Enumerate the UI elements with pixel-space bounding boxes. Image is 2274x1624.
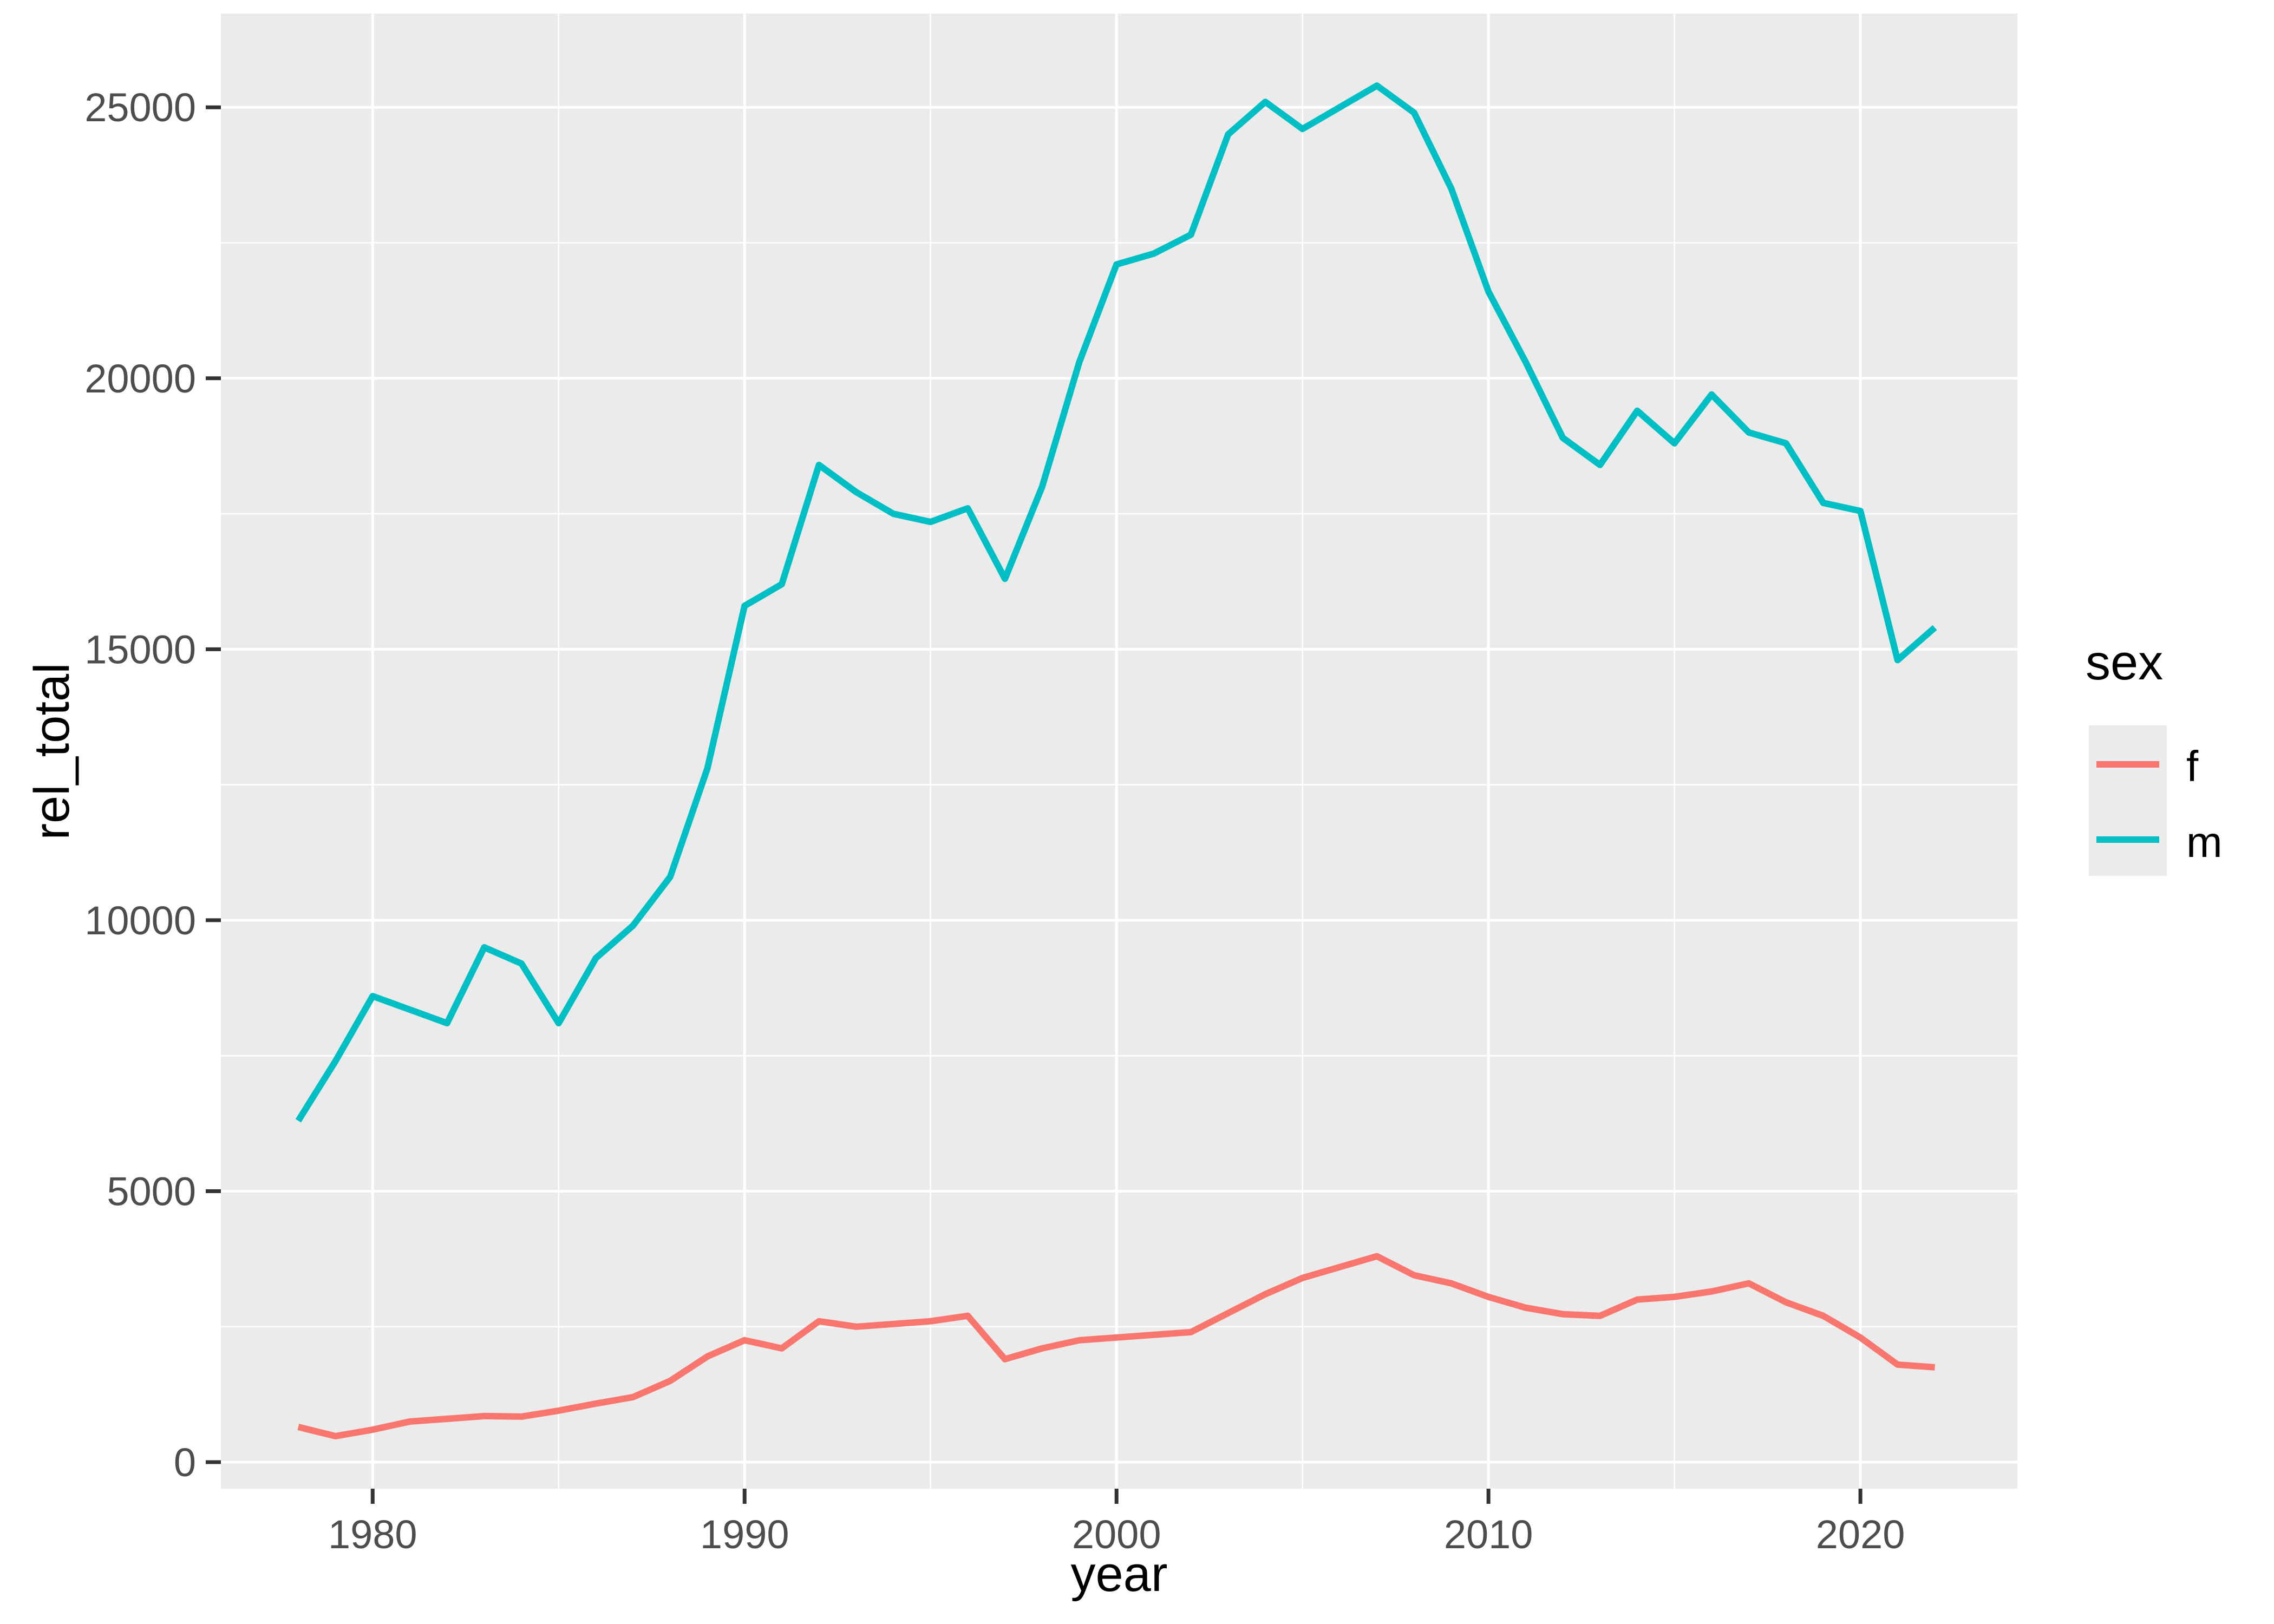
series-line-f	[297, 1253, 1935, 1439]
legend-label-f: f	[2186, 742, 2199, 790]
legend-swatch-m-line	[2096, 836, 2159, 843]
legend-key-background	[2089, 725, 2167, 876]
x-tick-label: 2020	[1816, 1512, 1905, 1557]
x-tick-label: 2000	[1072, 1512, 1161, 1557]
y-tick-label: 5000	[107, 1169, 196, 1214]
legend-title: sex	[2086, 635, 2164, 690]
y-tick-label: 25000	[84, 85, 196, 130]
x-axis-title: year	[1070, 1547, 1168, 1602]
y-tick-label: 0	[174, 1440, 196, 1485]
x-tick-label: 1990	[700, 1512, 789, 1557]
y-tick-label: 20000	[84, 356, 196, 401]
legend-label-m: m	[2186, 818, 2223, 866]
y-tick-label: 10000	[84, 898, 196, 943]
legend: sex f m	[2086, 635, 2274, 876]
y-axis-title: rel_total	[24, 663, 80, 840]
x-tick-label: 1980	[328, 1512, 417, 1557]
x-tick-label: 2010	[1444, 1512, 1533, 1557]
legend-swatch-f-line	[2096, 761, 2159, 768]
y-tick-label: 15000	[84, 627, 196, 672]
panel-background	[221, 14, 2017, 1489]
series-line-m	[295, 82, 1937, 1123]
